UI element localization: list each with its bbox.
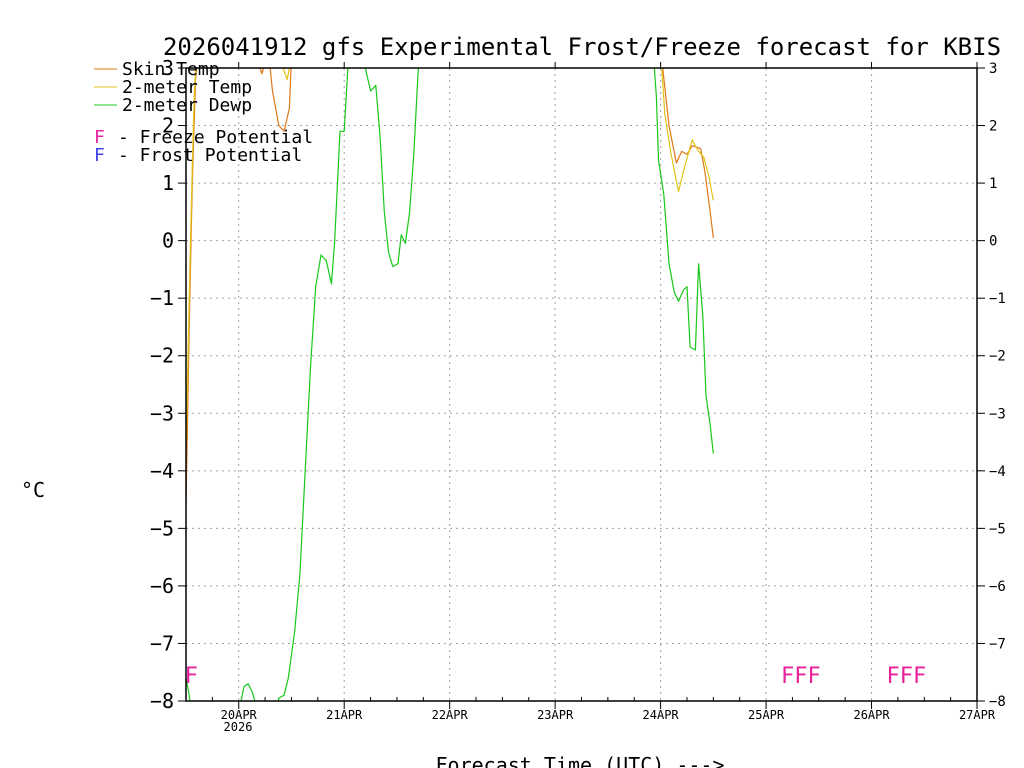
y-tick-label-right: −7 xyxy=(989,636,1006,652)
y-tick-label-left: −7 xyxy=(150,631,174,655)
potential-markers: F FFF FFF xyxy=(185,664,927,689)
grid-lines xyxy=(186,68,977,701)
series-line-skin-temp xyxy=(186,68,714,506)
freeze-potential-label: - Freeze Potential xyxy=(118,127,313,148)
frost-potential-letter: F xyxy=(94,145,105,166)
legend-label-skin-temp: Skin Temp xyxy=(122,59,220,80)
y-tick-label-right: 2 xyxy=(989,119,997,135)
y-tick-label-right: 3 xyxy=(989,61,997,77)
y-tick-label-left: −8 xyxy=(150,689,174,713)
x-tick-label: 20APR xyxy=(221,708,258,722)
x-tick-label: 26APR xyxy=(853,708,890,722)
freeze-potential-marker: FFF xyxy=(886,664,926,689)
y-tick-label-right: −8 xyxy=(989,694,1006,710)
x-tick-label: 22APR xyxy=(432,708,469,722)
chart-title: 2026041912 gfs Experimental Frost/Freeze… xyxy=(163,33,1001,61)
y-tick-label-left: −2 xyxy=(150,344,174,368)
frost-potential-label: - Frost Potential xyxy=(118,145,302,166)
x-tick-label: 25APR xyxy=(748,708,785,722)
axis-ticks: 3 3 2 2 1 1 0 0 −1 −1 −2 −2 −3 −3 −4 −4 −5 −5 −6 −6 −7 −7 −8 −8… xyxy=(150,56,1006,722)
y-tick-label-right: 1 xyxy=(989,176,997,192)
y-tick-label-left: −4 xyxy=(150,459,174,483)
legend-label-2m-dewp: 2-meter Dewp xyxy=(122,95,252,116)
plot-frame xyxy=(185,67,978,702)
series-line-2-meter-dewp xyxy=(186,68,714,701)
freeze-potential-marker: F xyxy=(185,664,198,689)
y-tick-label-left: 0 xyxy=(162,229,174,253)
y-tick-label-left: −6 xyxy=(150,574,174,598)
y-tick-label-right: −3 xyxy=(989,406,1006,422)
series-line-2-meter-temp xyxy=(186,68,714,454)
legend-label-2m-temp: 2-meter Temp xyxy=(122,77,252,98)
y-tick-label-right: −6 xyxy=(989,579,1006,595)
x-tick-label: 24APR xyxy=(643,708,680,722)
legend: Skin Temp 2-meter Temp 2-meter Dewp F - … xyxy=(94,59,313,166)
series-lines xyxy=(186,68,714,701)
x-tick-label: 21APR xyxy=(326,708,363,722)
y-tick-label-right: 0 xyxy=(989,234,997,250)
x-axis-label: Forecast Time (UTC) ---> xyxy=(436,753,725,768)
x-tick-label: 23APR xyxy=(537,708,574,722)
x-axis-year: 2026 xyxy=(224,720,253,734)
y-tick-label-left: 3 xyxy=(162,56,174,80)
y-tick-label-left: 1 xyxy=(162,171,174,195)
freeze-potential-marker: FFF xyxy=(781,664,821,689)
y-tick-label-left: −3 xyxy=(150,401,174,425)
y-tick-label-left: −5 xyxy=(150,516,174,540)
y-tick-label-right: −5 xyxy=(989,521,1006,537)
y-tick-label-left: −1 xyxy=(150,286,174,310)
y-tick-label-right: −1 xyxy=(989,291,1006,307)
y-tick-label-right: −2 xyxy=(989,349,1006,365)
x-tick-label: 27APR xyxy=(959,708,996,722)
freeze-potential-letter: F xyxy=(94,127,105,148)
y-tick-label-left: 2 xyxy=(162,114,174,138)
y-tick-label-right: −4 xyxy=(989,464,1006,480)
y-axis-label: °C xyxy=(21,478,45,502)
